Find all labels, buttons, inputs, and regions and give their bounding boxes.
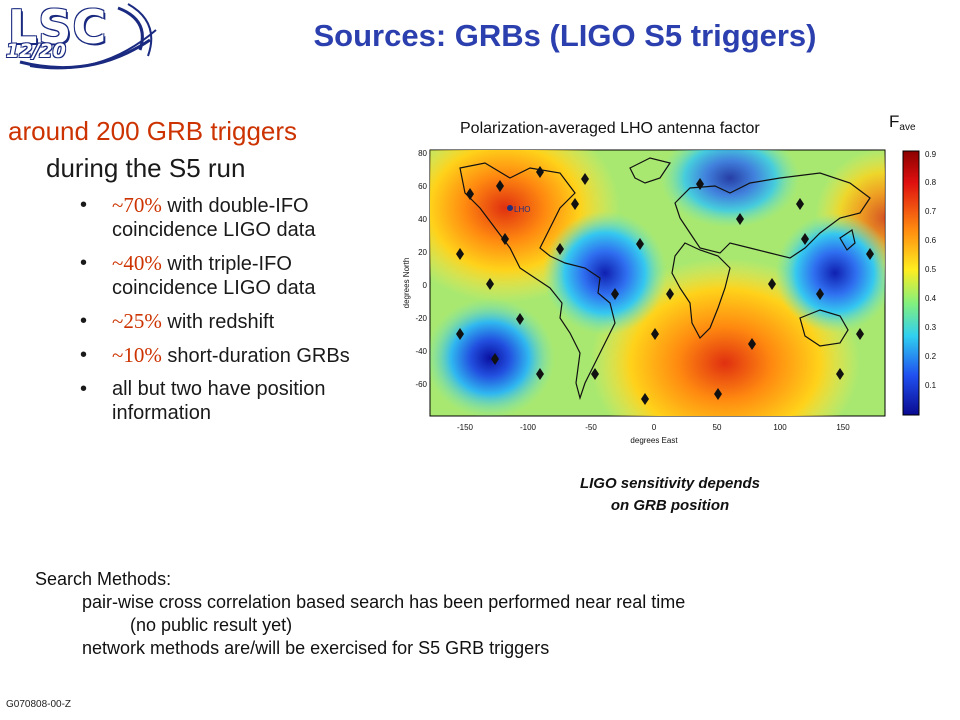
search-line: (no public result yet) [130, 615, 293, 635]
bullet-item: • ~70% with double-IFO coincidence LIGO d… [70, 193, 400, 242]
colorbar-tick: 0.1 [925, 381, 937, 390]
colorbar-tick: 0.7 [925, 207, 937, 216]
search-methods: Search Methods: pair-wise cross correlat… [35, 568, 685, 660]
grb-marker [836, 368, 844, 380]
logo-text: LSC [8, 0, 108, 54]
colorbar-tick: 0.6 [925, 236, 937, 245]
lsc-logo: LSC 12/20 [0, 0, 160, 70]
grb-marker [466, 188, 474, 200]
bullet-item: • ~40% with triple-IFO coincidence LIGO d… [70, 251, 400, 300]
bullet-text: with double-IFO coincidence LIGO data [112, 195, 316, 241]
bullet-item: • ~25% with redshift [70, 309, 400, 334]
y-tick: -40 [415, 347, 427, 356]
bullet-item: • all but two have position information [70, 377, 400, 425]
document-id: G070808-00-Z [6, 699, 72, 710]
bullet-icon: • [80, 344, 88, 366]
y-tick: 60 [418, 182, 427, 191]
colorbar-tick: 0.5 [925, 265, 937, 274]
grb-marker [591, 368, 599, 380]
bullet-percent: ~25% [112, 309, 162, 333]
grb-marker [651, 328, 659, 340]
grb-marker [611, 288, 619, 300]
x-tick: 50 [713, 423, 722, 432]
colorbar-label: Fave [889, 112, 916, 133]
map-caption: LIGO sensitivity depends on GRB position [579, 475, 761, 514]
bullet-list: • ~70% with double-IFO coincidence LIGO d… [70, 193, 400, 434]
grb-marker [456, 248, 464, 260]
colorbar-tick: 0.4 [925, 294, 937, 303]
headline: around 200 GRB triggers [8, 116, 298, 146]
colorbar: 0.9 0.8 0.7 0.6 0.5 0.4 0.3 0.2 0.1 [902, 150, 937, 416]
grb-marker [501, 233, 509, 245]
y-tick: 20 [418, 248, 427, 257]
grb-marker [714, 388, 722, 400]
bullet-text: short-duration GRBs [167, 345, 350, 367]
logo-swirl-icon [19, 3, 157, 70]
grb-marker [516, 313, 524, 325]
grb-marker [556, 243, 564, 255]
map-title: Polarization-averaged LHO antenna factor [460, 120, 760, 137]
bullet-icon: • [80, 378, 88, 400]
grb-marker [496, 180, 504, 192]
grb-marker [641, 393, 649, 405]
grb-marker [536, 166, 544, 178]
x-tick: -150 [457, 423, 474, 432]
bullet-text: all but two have position information [112, 378, 326, 424]
bullet-icon: • [80, 194, 88, 216]
antenna-factor-map: LHO 80 60 40 20 0 -20 -40 -60 degrees No… [402, 149, 886, 445]
bullet-text: with redshift [167, 311, 275, 333]
bullet-icon: • [80, 310, 88, 332]
x-tick: -100 [520, 423, 537, 432]
subheadline: during the S5 run [46, 153, 246, 183]
grb-marker [636, 238, 644, 250]
grb-marker [768, 278, 776, 290]
colorbar-tick: 0.8 [925, 178, 937, 187]
grb-marker [796, 198, 804, 210]
grb-marker [856, 328, 864, 340]
colorbar-tick: 0.3 [925, 323, 937, 332]
colorbar-tick: 0.2 [925, 352, 937, 361]
grb-marker [816, 288, 824, 300]
search-line: pair-wise cross correlation based search… [82, 592, 686, 612]
y-tick: 80 [418, 149, 427, 158]
bullet-percent: ~70% [112, 193, 162, 217]
bullet-text: with triple-IFO coincidence LIGO data [112, 253, 316, 299]
x-tick: 100 [773, 423, 787, 432]
y-tick: 40 [418, 215, 427, 224]
grb-marker [456, 328, 464, 340]
x-tick: 0 [652, 423, 657, 432]
grb-marker [801, 233, 809, 245]
grb-marker [748, 338, 756, 350]
lho-marker-label: LHO [514, 205, 530, 214]
bullet-item: • ~10% short-duration GRBs [70, 343, 400, 368]
grb-marker [866, 248, 874, 260]
grb-marker [696, 178, 704, 190]
search-line: network methods are/will be exercised fo… [82, 638, 550, 658]
grb-marker [491, 353, 499, 365]
y-tick: -20 [415, 314, 427, 323]
grb-marker [486, 278, 494, 290]
x-tick: -50 [585, 423, 597, 432]
y-tick: 0 [423, 281, 428, 290]
grb-marker [581, 173, 589, 185]
page-number: 12/20 [6, 40, 66, 62]
search-heading: Search Methods: [35, 569, 172, 589]
grb-marker [736, 213, 744, 225]
grb-marker [666, 288, 674, 300]
bullet-percent: ~40% [112, 251, 162, 275]
y-axis-label: degrees North [402, 258, 411, 309]
bullet-icon: • [80, 252, 88, 274]
grb-marker [536, 368, 544, 380]
grb-marker [571, 198, 579, 210]
colorbar-tick: 0.9 [925, 150, 937, 159]
bullet-percent: ~10% [112, 343, 162, 367]
y-tick: -60 [415, 380, 427, 389]
x-tick: 150 [836, 423, 850, 432]
x-axis-label: degrees East [630, 436, 678, 445]
slide-title: Sources: GRBs (LIGO S5 triggers) [313, 18, 817, 53]
